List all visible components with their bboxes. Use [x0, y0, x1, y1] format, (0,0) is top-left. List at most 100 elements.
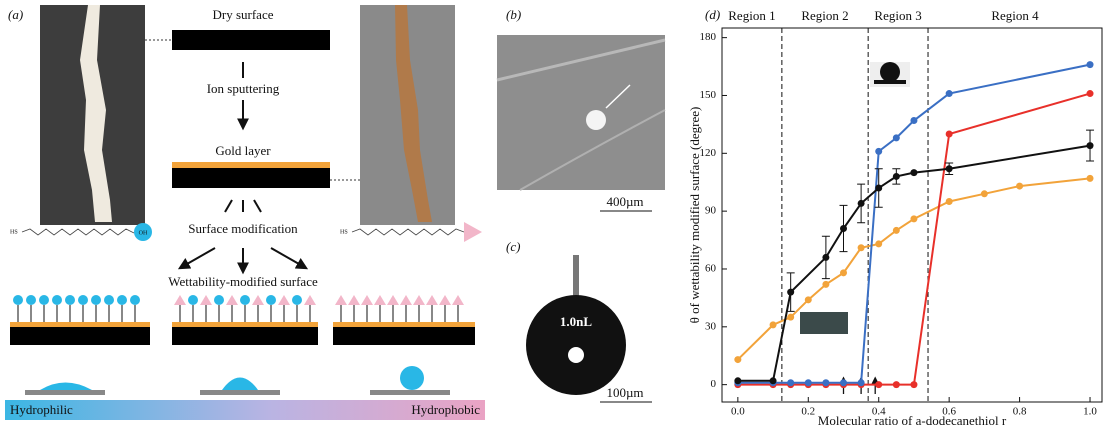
inset-droplet: [880, 62, 900, 82]
methyl-head: [452, 295, 464, 305]
region-label: Region 3: [874, 8, 921, 23]
bar-label: Hydrophilic: [10, 402, 73, 417]
plate: [200, 390, 280, 395]
panel-b: (b) 400µm: [497, 7, 665, 211]
step: Surface modification: [188, 221, 298, 236]
hydroxyl-head: [188, 295, 198, 305]
methyl-head: [304, 295, 316, 305]
point: [840, 225, 847, 232]
y-tick-label: 90: [705, 205, 717, 217]
point: [875, 148, 882, 155]
point: [910, 215, 917, 222]
methyl-head: [278, 295, 290, 305]
methyl-head: [174, 295, 186, 305]
needle: [573, 255, 579, 300]
panel-c: (c) 1.0nL 100µm: [506, 239, 652, 402]
methyl-head: [374, 295, 386, 305]
panel-label: (d): [705, 7, 720, 22]
y-tick-label: 180: [700, 31, 717, 43]
substrate: [333, 327, 475, 345]
hydroxyl-head: [52, 295, 62, 305]
hydroxyl-head: [39, 295, 49, 305]
substrate: [172, 168, 330, 188]
panel-label: (c): [506, 239, 520, 254]
point: [734, 356, 741, 363]
molecule-label: HS: [10, 229, 18, 235]
methyl-head: [464, 222, 482, 242]
x-tick-label: 0.2: [801, 406, 815, 418]
methyl-head: [252, 295, 264, 305]
step: Ion sputtering: [207, 81, 280, 96]
hydroxyl-head: [65, 295, 75, 305]
methyl-head: [439, 295, 451, 305]
point: [1087, 61, 1094, 68]
molecule: [22, 229, 134, 235]
point: [787, 379, 794, 386]
panel-d: (d) Molecular ratio of a-dodecanethiol r…: [687, 7, 1102, 428]
molecule-label: HS: [340, 229, 348, 235]
point: [875, 381, 882, 388]
droplet: [40, 383, 92, 391]
point: [822, 281, 829, 288]
arrow: [225, 200, 232, 212]
hydroxyl-head: [130, 295, 140, 305]
inset-image: [800, 312, 848, 334]
spot: [586, 110, 606, 130]
y-axis-label: θ of wettability modified surface (degre…: [687, 107, 702, 324]
hydroxyl-head: [266, 295, 276, 305]
methyl-head: [426, 295, 438, 305]
y-tick-label: 120: [700, 147, 717, 159]
point: [893, 173, 900, 180]
point: [981, 190, 988, 197]
series-line: [738, 178, 1090, 359]
plate: [25, 390, 105, 395]
methyl-head: [226, 295, 238, 305]
point: [893, 134, 900, 141]
droplet: [400, 366, 424, 390]
point: [805, 296, 812, 303]
region-label: Region 4: [991, 8, 1039, 23]
y-tick-label: 60: [705, 263, 717, 275]
scale-label: 100µm: [606, 385, 643, 400]
point: [946, 198, 953, 205]
methyl-head: [387, 295, 399, 305]
panel-label: (b): [506, 7, 521, 22]
scale-label: 400µm: [606, 194, 643, 209]
methyl-head: [348, 295, 360, 305]
arrow: [254, 200, 261, 212]
series-line: [738, 65, 1090, 383]
hydroxyl-head: [26, 295, 36, 305]
point: [840, 379, 847, 386]
hydroxyl-head: [78, 295, 88, 305]
arrow: [180, 248, 215, 268]
x-tick-label: 0.4: [872, 406, 886, 418]
inset-plate: [874, 80, 906, 84]
point: [858, 379, 865, 386]
hydroxyl-head: [117, 295, 127, 305]
series-line: [738, 94, 1090, 385]
gold: [172, 322, 318, 327]
step: Wettability-modified surface: [168, 274, 318, 289]
series-line: [738, 146, 1090, 381]
point: [910, 381, 917, 388]
molecule: [352, 229, 464, 235]
methyl-head: [200, 295, 212, 305]
hydroxyl-head: [292, 295, 302, 305]
substrate: [10, 327, 150, 345]
methyl-head: [413, 295, 425, 305]
gold: [172, 162, 330, 168]
point: [893, 227, 900, 234]
micrograph: [497, 35, 665, 190]
point: [822, 379, 829, 386]
figure: (a) Dry surface Ion sputtering Gold laye…: [0, 0, 1107, 430]
region-label: Region 2: [801, 8, 848, 23]
hydroxyl-head: [214, 295, 224, 305]
panel-a: (a) Dry surface Ion sputtering Gold laye…: [5, 5, 485, 420]
y-tick-label: 30: [705, 320, 717, 332]
panel-label: (a): [8, 7, 23, 22]
point: [787, 289, 794, 296]
point: [910, 117, 917, 124]
point: [770, 377, 777, 384]
point: [858, 200, 865, 207]
hydroxyl-head: [104, 295, 114, 305]
